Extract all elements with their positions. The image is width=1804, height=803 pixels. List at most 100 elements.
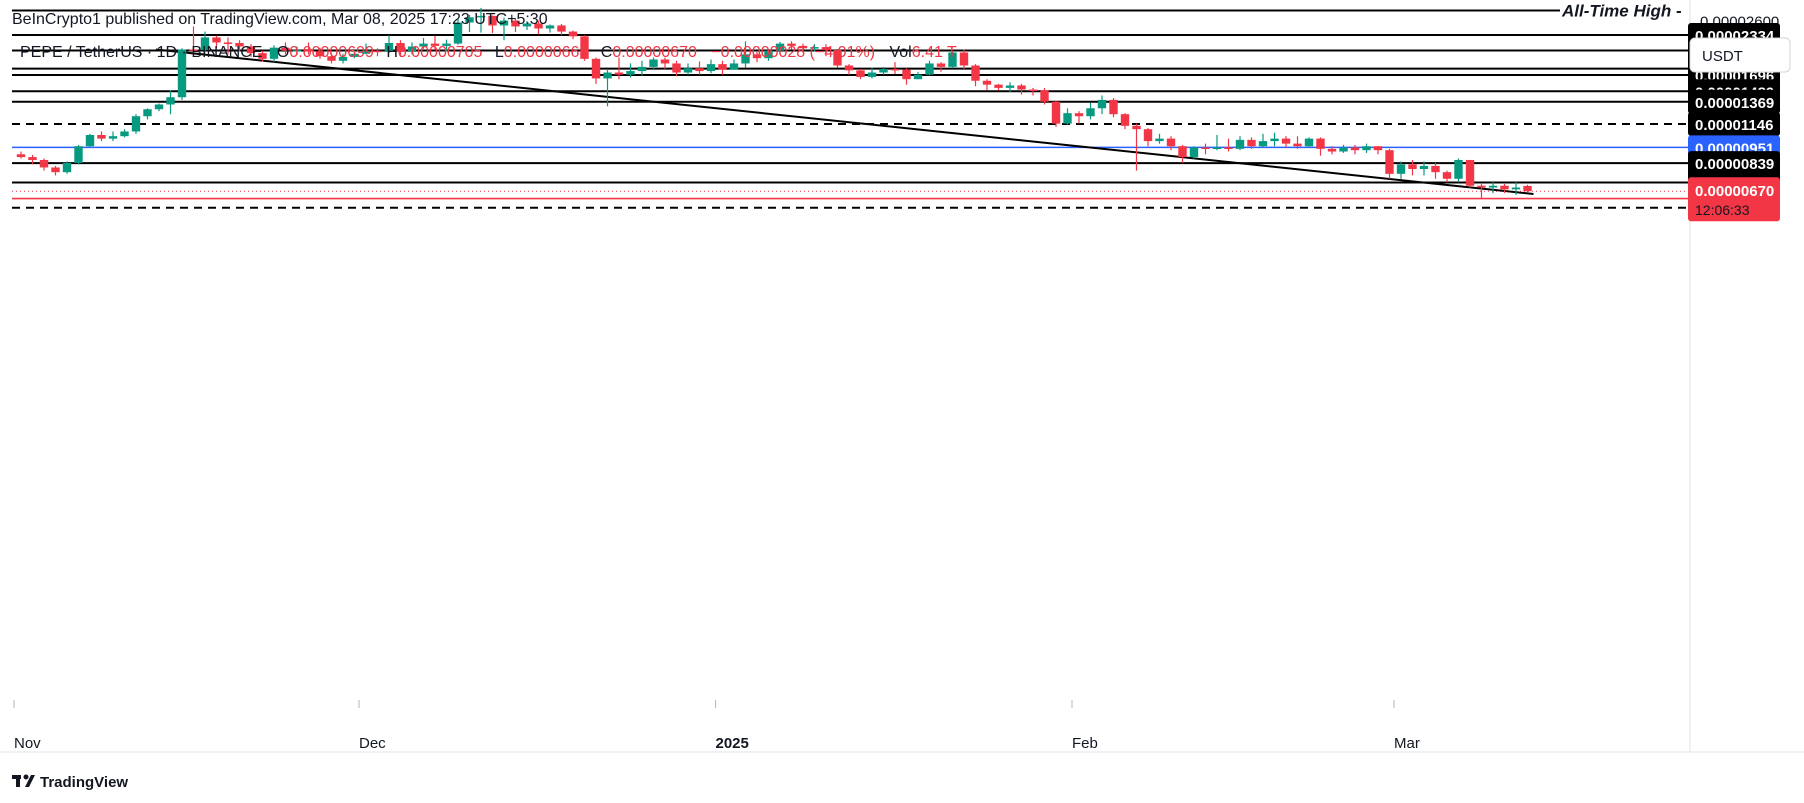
candle (787, 41, 796, 50)
candle-body (108, 136, 118, 139)
candle-body (499, 20, 509, 26)
candle-body (936, 63, 946, 67)
candle-body (1396, 164, 1406, 174)
candle-body (1442, 172, 1452, 179)
tradingview-brand: TradingView (40, 774, 128, 791)
candle-body (154, 104, 164, 110)
candle-body (1005, 85, 1015, 88)
candle (626, 63, 635, 78)
candle-body (1166, 138, 1176, 147)
candle (741, 41, 750, 68)
currency-button[interactable]: USDT (1689, 37, 1791, 73)
candle-body (948, 52, 957, 67)
candle (614, 57, 624, 80)
candle (1523, 184, 1532, 193)
tradingview-logo[interactable]: TradingView (12, 774, 128, 791)
candle-body (1051, 101, 1061, 124)
candle (902, 68, 911, 85)
candle-body (97, 134, 106, 139)
candle-body (557, 25, 566, 32)
candle (660, 57, 670, 69)
candle (1189, 146, 1199, 159)
candle (97, 131, 106, 142)
candle (948, 51, 957, 69)
candle (315, 47, 325, 59)
candle-body (775, 43, 785, 51)
candle (1028, 87, 1038, 96)
candle-body (430, 43, 440, 46)
candle (1304, 137, 1314, 148)
candle (568, 30, 578, 40)
candle-body (1511, 187, 1521, 190)
candle (1511, 182, 1521, 195)
candle (718, 60, 727, 75)
candle-body (1293, 143, 1302, 147)
close-value: 0.00000670 (612, 44, 697, 61)
candle-body (407, 46, 417, 52)
candle (879, 66, 888, 75)
candle-body (1235, 139, 1245, 149)
candle (994, 83, 1003, 91)
candle-body (994, 84, 1003, 88)
candle (844, 64, 854, 75)
level-tag-0.00001369: 0.00001369 (1688, 89, 1780, 114)
price-axis: 0.000026000.000022000.000020000.00001600… (0, 0, 1804, 753)
candle (51, 165, 60, 176)
candle (1051, 100, 1061, 127)
candle-body (1028, 89, 1038, 92)
volume-label: Vol (889, 44, 911, 61)
candle (465, 14, 474, 33)
candle (580, 35, 589, 61)
candle-body (580, 36, 589, 59)
candle (1293, 136, 1302, 149)
candle (108, 131, 118, 142)
candle (1155, 133, 1164, 144)
candle-body (1040, 90, 1049, 102)
candle-body (787, 43, 796, 46)
candle (1132, 123, 1141, 171)
candle-body (1189, 147, 1199, 158)
x-tick-label-Mar: Mar (1394, 735, 1420, 752)
candle-body (1017, 85, 1026, 90)
candle-body (982, 80, 992, 85)
candle (856, 68, 865, 80)
candle-body (798, 45, 808, 49)
symbol-label[interactable]: PEPE / TetherUS · 1D · BINANCE (20, 44, 262, 61)
volume-value: 6.41 T (912, 44, 957, 61)
tradingview-logo-icon (12, 774, 35, 787)
candle-body (867, 72, 877, 77)
change-value: −0.00000028 (−4.01%) (711, 44, 875, 61)
candle (1373, 146, 1383, 155)
candle-body (28, 157, 37, 160)
candle-body (292, 50, 302, 52)
candle (1281, 136, 1291, 148)
candle-body (1074, 113, 1084, 117)
candle (235, 40, 244, 52)
candle (798, 43, 808, 53)
candle (821, 44, 831, 57)
candle (545, 24, 555, 33)
candle-body (235, 43, 244, 47)
candle (1258, 133, 1268, 148)
candle-body (1304, 138, 1314, 147)
candle-body (511, 20, 520, 27)
candle (85, 133, 95, 148)
candle-body (1109, 99, 1118, 115)
candle-body (1465, 159, 1475, 186)
candle-body (258, 53, 267, 59)
candle-body (729, 63, 739, 70)
candle (1385, 148, 1394, 179)
candle-body (361, 50, 371, 54)
level-tag-text: 0.00001369 (1695, 95, 1774, 112)
candle (200, 31, 210, 53)
candle (304, 42, 313, 55)
candle (269, 45, 279, 63)
high-label: H (386, 44, 398, 61)
candle (867, 67, 877, 79)
candle (1316, 137, 1325, 156)
candle-body (1212, 147, 1222, 150)
candle-body (695, 68, 704, 72)
candle (1419, 161, 1429, 176)
candle (407, 42, 417, 55)
